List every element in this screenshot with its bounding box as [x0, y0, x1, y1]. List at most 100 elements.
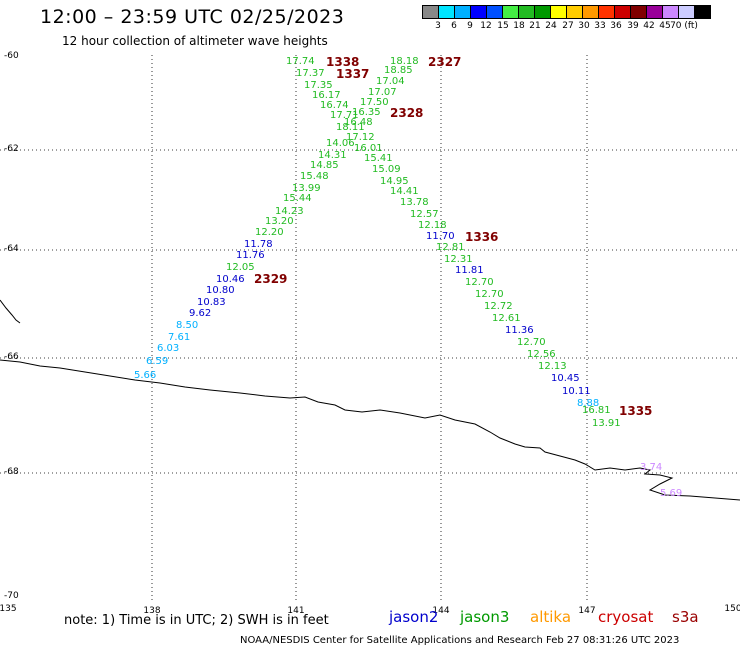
- wave-height-value: 15.41: [364, 153, 393, 164]
- lon-label: 135: [0, 604, 17, 614]
- scale-label: 39: [627, 21, 639, 31]
- lat-label: -66: [4, 352, 19, 362]
- color-scale-bar: [422, 5, 711, 19]
- wave-height-value: 10.11: [562, 386, 591, 397]
- scale-swatch: [534, 5, 551, 19]
- pass-number-label: 1335: [619, 404, 652, 418]
- wave-height-value: 7.61: [168, 332, 190, 343]
- lon-label: 138: [143, 606, 161, 616]
- wave-height-value: 12.31: [444, 254, 473, 265]
- wave-height-value: 14.95: [380, 176, 409, 187]
- wave-height-value: 5.66: [134, 370, 156, 381]
- scale-swatch: [566, 5, 583, 19]
- pass-number-label: 2327: [428, 55, 461, 69]
- legend-entry-jason2: jason2: [389, 608, 439, 626]
- wave-height-value: 16.81: [582, 405, 611, 416]
- scale-label: 42: [643, 21, 655, 31]
- legend-entry-s3a: s3a: [672, 608, 699, 626]
- wave-height-value: 12.18: [418, 220, 447, 231]
- scale-swatch: [630, 5, 647, 19]
- wave-height-value: 10.45: [551, 373, 580, 384]
- wave-height-value: 17.04: [376, 76, 405, 87]
- lat-label: -64: [4, 244, 19, 254]
- scale-swatch: [678, 5, 695, 19]
- wave-height-value: 6.03: [157, 343, 179, 354]
- legend-entry-altika: altika: [530, 608, 572, 626]
- wave-height-value: 14.85: [310, 160, 339, 171]
- wave-height-value: 15.44: [283, 193, 312, 204]
- scale-label: 12: [480, 21, 492, 31]
- scale-swatch: [694, 5, 711, 19]
- footnote: note: 1) Time is in UTC; 2) SWH is in fe…: [64, 613, 329, 628]
- wave-height-value: 9.62: [189, 308, 211, 319]
- scale-label: 27: [562, 21, 574, 31]
- wave-height-value: 14.31: [318, 150, 347, 161]
- wave-height-value: 13.99: [292, 183, 321, 194]
- wave-height-value: 14.06: [326, 138, 355, 149]
- wave-height-value: 5.69: [660, 488, 682, 499]
- wave-height-value: 16.35: [352, 107, 381, 118]
- page-subtitle: 12 hour collection of altimeter wave hei…: [62, 34, 328, 48]
- wave-height-value: 14.23: [275, 206, 304, 217]
- wave-height-value: 6.59: [146, 356, 168, 367]
- scale-label: 30: [578, 21, 590, 31]
- wave-height-value: 11.76: [236, 250, 265, 261]
- lon-label: 144: [432, 606, 450, 616]
- wave-height-value: 8.88: [577, 398, 599, 409]
- credit-line: NOAA/NESDIS Center for Satellite Applica…: [240, 635, 680, 646]
- wave-height-value: 10.80: [206, 285, 235, 296]
- wave-height-value: 12.20: [255, 227, 284, 238]
- wave-height-value: 12.70: [517, 337, 546, 348]
- lat-lon-grid: [0, 55, 740, 600]
- lat-label: -68: [4, 467, 19, 477]
- pass-number-label: 1337: [336, 67, 369, 81]
- scale-swatch: [582, 5, 599, 19]
- legend-entry-jason3: jason3: [460, 608, 510, 626]
- coast-islet: [0, 299, 21, 324]
- wave-height-value: 16.74: [320, 100, 349, 111]
- lat-label: -60: [4, 51, 19, 61]
- scale-label: 9: [467, 21, 473, 31]
- antarctic-coastline: [0, 359, 740, 501]
- scale-swatch: [598, 5, 615, 19]
- scale-label: 3: [435, 21, 441, 31]
- wave-height-value: 16.48: [344, 117, 373, 128]
- wave-height-value: 15.48: [300, 171, 329, 182]
- wave-height-value: 13.20: [265, 216, 294, 227]
- wave-height-value: 13.91: [592, 418, 621, 429]
- wave-height-value: 18.85: [384, 65, 413, 76]
- scale-swatch: [550, 5, 567, 19]
- wave-height-value: 12.72: [484, 301, 513, 312]
- lat-label: -62: [4, 144, 19, 154]
- wave-height-value: 17.35: [304, 80, 333, 91]
- wave-height-value: 17.71: [330, 110, 359, 121]
- wave-height-value: 17.37: [296, 68, 325, 79]
- wave-height-value: 12.70: [475, 289, 504, 300]
- scale-label: 18: [513, 21, 525, 31]
- scale-label: 15: [497, 21, 509, 31]
- scale-label: 21: [529, 21, 541, 31]
- wave-height-value: 18.11: [336, 122, 365, 133]
- pass-number-label: 2328: [390, 106, 423, 120]
- lat-label: -70: [4, 591, 19, 601]
- legend-entry-cryosat: cryosat: [598, 608, 654, 626]
- wave-height-value: 18.18: [390, 56, 419, 67]
- scale-swatch: [502, 5, 519, 19]
- color-scale-labels: 3 6 9 12 15 18 21 24 27 30 33 36 39 42 45 70 (ft): [422, 21, 740, 33]
- wave-height-value: 12.70: [465, 277, 494, 288]
- lon-label: 150: [724, 604, 740, 614]
- scale-swatch: [486, 5, 503, 19]
- scale-swatch: [438, 5, 455, 19]
- scale-label: 6: [451, 21, 457, 31]
- wave-height-value: 12.57: [410, 209, 439, 220]
- scale-label: 36: [610, 21, 622, 31]
- lon-label: 141: [287, 606, 305, 616]
- wave-height-value: 17.12: [346, 132, 375, 143]
- wave-height-value: 12.13: [538, 361, 567, 372]
- lon-label: 147: [578, 606, 596, 616]
- scale-swatch: [454, 5, 471, 19]
- wave-height-value: 13.78: [400, 197, 429, 208]
